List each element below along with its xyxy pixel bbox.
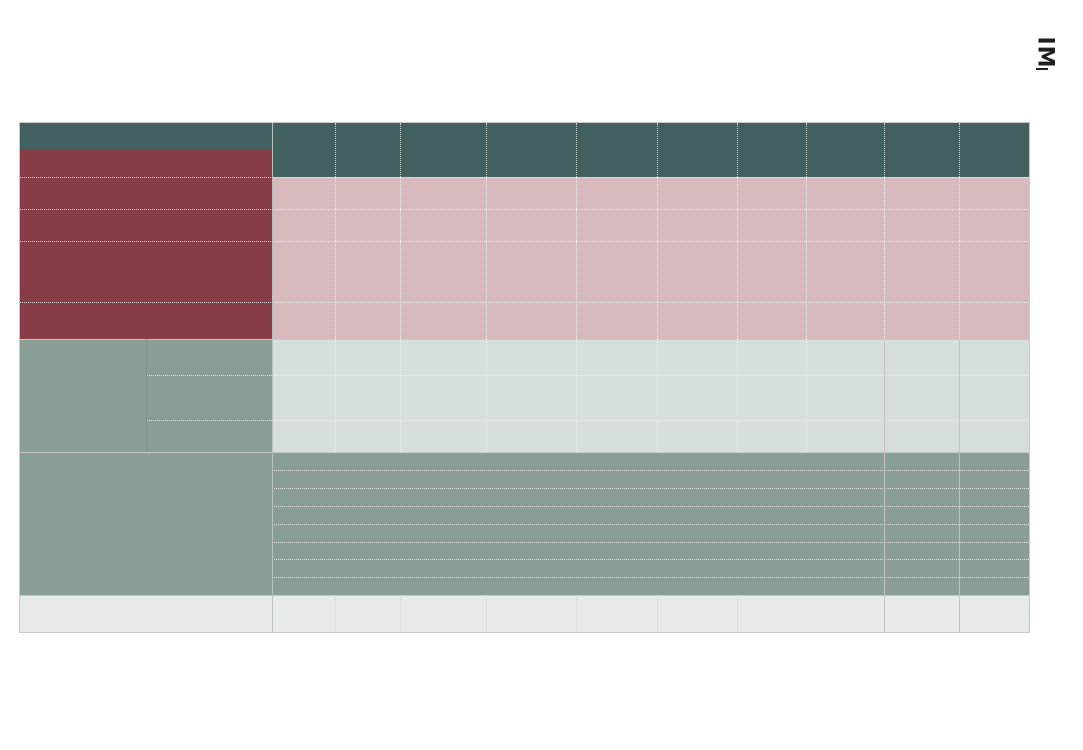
row-divider xyxy=(146,420,272,421)
row-divider xyxy=(20,177,1029,178)
column-divider xyxy=(806,123,807,339)
column-divider xyxy=(657,595,658,632)
row-divider xyxy=(272,470,1029,471)
header-row-label-cell xyxy=(20,149,272,177)
column-divider xyxy=(486,595,487,632)
column-divider xyxy=(959,123,960,339)
row-divider xyxy=(20,209,1029,210)
row-divider xyxy=(272,375,1029,376)
row-divider xyxy=(146,375,272,376)
column-divider xyxy=(400,595,401,632)
column-divider xyxy=(576,339,577,452)
column-divider xyxy=(576,123,577,339)
column-divider xyxy=(576,595,577,632)
column-divider xyxy=(335,595,336,632)
row-divider xyxy=(20,241,1029,242)
section-pink-values xyxy=(272,177,1029,339)
section-gray-sub-labels xyxy=(146,339,272,452)
section-gray-values xyxy=(272,339,1029,452)
data-table xyxy=(19,122,1030,633)
column-divider xyxy=(400,339,401,452)
logo-text: IM xyxy=(1032,35,1058,69)
column-divider xyxy=(737,339,738,452)
column-divider xyxy=(884,123,885,339)
column-divider xyxy=(486,339,487,452)
sublabel-column-divider xyxy=(146,339,147,452)
column-divider xyxy=(884,339,885,632)
section-divider xyxy=(20,339,1029,340)
table-footer-row xyxy=(20,595,1029,632)
column-divider xyxy=(657,123,658,339)
column-divider xyxy=(486,123,487,339)
section-maroon-labels xyxy=(20,177,272,339)
row-divider xyxy=(272,577,1029,578)
row-divider xyxy=(272,542,1029,543)
column-divider xyxy=(737,123,738,339)
column-divider xyxy=(335,123,336,339)
column-divider xyxy=(335,339,336,452)
column-divider xyxy=(657,339,658,452)
column-divider xyxy=(959,339,960,632)
row-divider xyxy=(20,302,1029,303)
section-sage xyxy=(20,452,1029,595)
section-divider xyxy=(20,595,1029,596)
label-column-divider xyxy=(272,123,273,632)
row-divider xyxy=(272,420,1029,421)
column-divider xyxy=(400,123,401,339)
row-divider xyxy=(272,488,1029,489)
logo-underscore-icon xyxy=(1036,68,1048,70)
row-divider xyxy=(272,524,1029,525)
column-divider xyxy=(806,339,807,452)
row-divider xyxy=(272,559,1029,560)
column-divider xyxy=(737,595,738,632)
section-gray-group-label xyxy=(20,339,146,452)
row-divider xyxy=(272,506,1029,507)
section-divider xyxy=(20,452,1029,453)
